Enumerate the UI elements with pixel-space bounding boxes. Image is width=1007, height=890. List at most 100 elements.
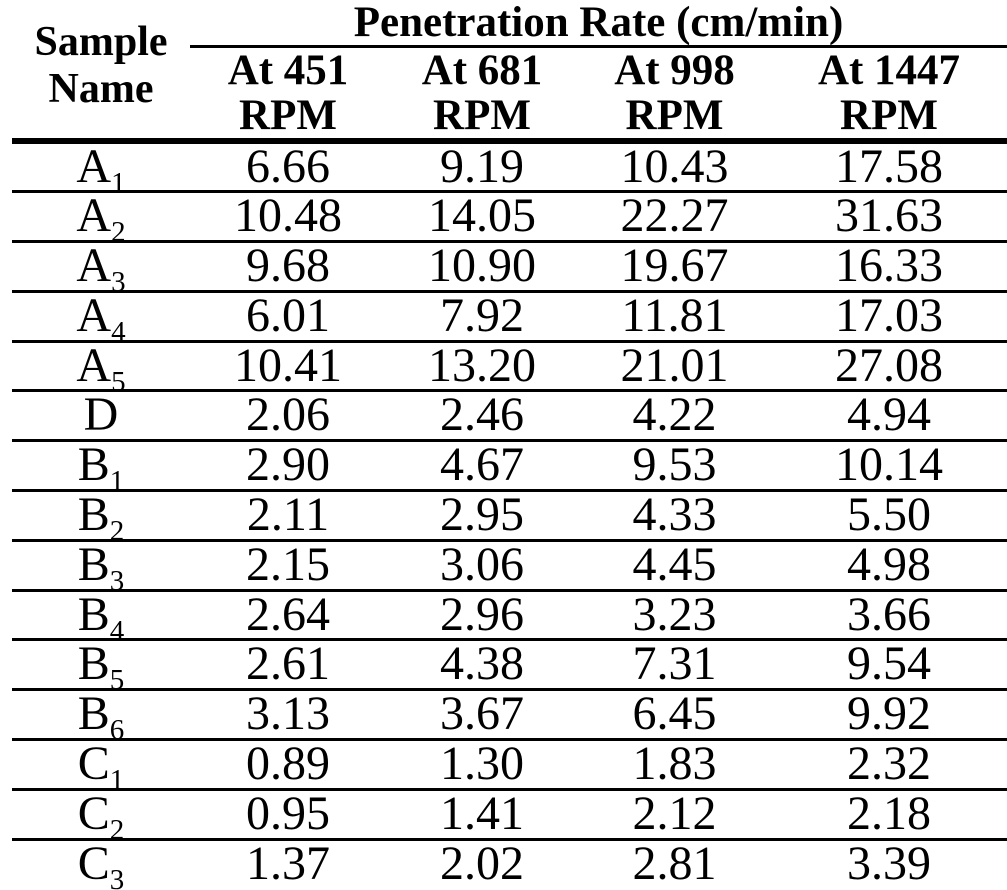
penetration-rate-value-cell: 10.14 — [771, 439, 1007, 491]
penetration-rate-value-cell: 6.66 — [246, 139, 330, 193]
table-row: C3 1.37 2.02 2.81 3.39 — [12, 836, 1007, 890]
penetration-rate-value-cell: 5.50 — [771, 489, 1007, 541]
sample-name-cell: B5 — [12, 637, 190, 695]
table-row: A5 10.41 13.20 21.01 27.08 — [12, 338, 1007, 396]
sample-base-letter: C — [77, 737, 110, 791]
sample-name-cell: B1 — [12, 439, 190, 496]
penetration-rate-value-cell: 3.06 — [386, 538, 578, 591]
spanner-row: Sample Name Penetration Rate (cm/min) — [12, 0, 1007, 144]
table-row: C2 0.95 1.41 2.12 2.18 — [12, 786, 1007, 844]
sample-subscript: 2 — [109, 515, 125, 548]
sample-name-cell: A5 — [12, 338, 190, 396]
sample-base-letter: A — [76, 239, 112, 293]
penetration-rate-value-cell: 2.12 — [578, 787, 771, 840]
penetration-rate-value-cell: 2.06 — [190, 389, 386, 441]
penetration-rate-value-cell: 6.01 — [190, 289, 386, 342]
penetration-rate-value-cell: 2.02 — [386, 837, 578, 888]
penetration-rate-value-cell: 10.90 — [386, 240, 578, 292]
table-row: B6 3.13 3.67 6.45 9.92 — [12, 687, 1007, 745]
penetration-rate-value-cell: 9.53 — [578, 439, 771, 491]
sample-subscript: 1 — [109, 764, 125, 797]
penetration-rate-value-cell: 2.32 — [771, 738, 1007, 790]
penetration-rate-value-cell: 4.22 — [578, 389, 771, 441]
penetration-rate-value-cell: 1.30 — [386, 738, 578, 790]
penetration-rate-value-cell: 3.23 — [578, 588, 771, 640]
sample-subscript: 3 — [109, 564, 125, 597]
sample-subscript: 1 — [111, 166, 126, 199]
table-row: A1 6.66 9.19 10.43 17.58 — [12, 139, 1007, 197]
penetration-rate-value-cell: 2.96 — [386, 588, 578, 640]
column-header-unit: RPM — [625, 91, 724, 139]
table-row: B3 2.15 3.06 4.45 4.98 — [12, 537, 1007, 595]
sample-base-letter: D — [83, 388, 119, 442]
sample-name-cell: B3 — [12, 537, 190, 595]
table-row: D 2.06 2.46 4.22 4.94 — [12, 388, 1007, 442]
penetration-rate-value-cell: 22.27 — [578, 190, 771, 242]
sample-base-letter: A — [76, 189, 112, 243]
penetration-rate-value-cell: 2.95 — [386, 489, 578, 541]
sample-name-cell: C1 — [12, 737, 190, 795]
penetration-rate-value-cell: 4.45 — [578, 538, 771, 591]
sample-subscript: 4 — [109, 614, 125, 647]
penetration-rate-value-cell: 9.92 — [771, 688, 1007, 740]
sample-name-cell: A4 — [12, 288, 190, 346]
column-header-speed: At 681 — [421, 46, 543, 94]
table-header: Sample Name Penetration Rate (cm/min) At… — [12, 0, 1007, 144]
penetration-rate-value-cell: 19.67 — [578, 240, 771, 292]
penetration-rate-value-cell: 13.20 — [386, 339, 578, 391]
table-row: A2 10.48 14.05 22.27 31.63 — [12, 189, 1007, 247]
penetration-rate-value-cell: 7.31 — [578, 638, 771, 690]
column-header-unit: RPM — [433, 91, 531, 139]
sample-base-letter: A — [76, 139, 112, 193]
table-title-penetration-rate: Penetration Rate (cm/min) — [190, 0, 1007, 48]
table-row: B2 2.11 2.95 4.33 5.50 — [12, 488, 1007, 546]
penetration-rate-value-cell: 10.48 — [190, 190, 386, 242]
column-header-unit: RPM — [239, 91, 337, 139]
penetration-rate-value-cell: 4.38 — [386, 638, 578, 690]
column-header-speed: At 1447 — [817, 46, 961, 94]
sample-name-cell: C2 — [12, 786, 190, 844]
penetration-rate-value-cell: 11.81 — [578, 289, 771, 342]
penetration-rate-value-cell: 2.11 — [190, 489, 386, 541]
sample-base-letter: A — [76, 338, 112, 392]
sample-base-letter: A — [76, 288, 112, 342]
penetration-rate-value-cell: 9.54 — [771, 638, 1007, 690]
penetration-rate-value-cell: 7.92 — [386, 289, 578, 342]
penetration-rate-value-cell: 9.68 — [190, 240, 386, 292]
penetration-rate-value-cell: 21.01 — [578, 339, 771, 391]
column-header-row: At 451 RPM At 681 RPM At 998 RPM At 1447… — [12, 46, 1007, 144]
penetration-rate-value-cell: 4.67 — [386, 439, 578, 491]
sample-base-letter: B — [77, 537, 110, 591]
table-row: B4 2.64 2.96 3.23 3.66 — [12, 587, 1007, 645]
penetration-rate-value-cell: 10.41 — [190, 339, 386, 391]
table-row: A3 9.68 10.90 19.67 16.33 — [12, 239, 1007, 297]
penetration-rate-value-cell: 3.13 — [190, 688, 386, 740]
sample-subscript: 2 — [109, 813, 125, 846]
sample-base-letter: C — [77, 836, 110, 890]
penetration-rate-value-cell: 6.45 — [578, 688, 771, 740]
penetration-rate-value-cell: 4.98 — [771, 538, 1007, 591]
penetration-rate-table: Sample Name Penetration Rate (cm/min) At… — [12, 0, 1007, 890]
penetration-rate-value-cell: 3.66 — [771, 588, 1007, 640]
sample-name-cell: D — [12, 388, 190, 442]
column-header-at-681-rpm: At 681 RPM — [386, 46, 578, 144]
sample-base-letter: B — [77, 637, 110, 691]
penetration-rate-value-cell: 3.39 — [771, 837, 1007, 888]
sample-base-letter: B — [77, 687, 110, 741]
sample-subscript: 3 — [109, 863, 125, 890]
penetration-rate-value-cell: 0.89 — [190, 738, 386, 790]
penetration-rate-value-cell: 2.15 — [190, 538, 386, 591]
penetration-rate-value-cell: 31.63 — [771, 190, 1007, 242]
sample-subscript: 1 — [109, 465, 125, 498]
sample-name-cell: A3 — [12, 239, 190, 297]
column-header-speed: At 998 — [614, 46, 735, 94]
sample-base-letter: C — [77, 786, 110, 840]
penetration-rate-value-cell: 1.83 — [578, 738, 771, 790]
penetration-rate-value-cell: 1.37 — [190, 837, 386, 888]
column-header-speed: At 451 — [227, 46, 349, 94]
sample-base-letter: B — [77, 488, 110, 542]
sample-base-letter: B — [77, 587, 110, 641]
sample-subscript: 5 — [109, 664, 125, 697]
sample-name-cell: B4 — [12, 587, 190, 645]
table-row: C1 0.89 1.30 1.83 2.32 — [12, 737, 1007, 795]
